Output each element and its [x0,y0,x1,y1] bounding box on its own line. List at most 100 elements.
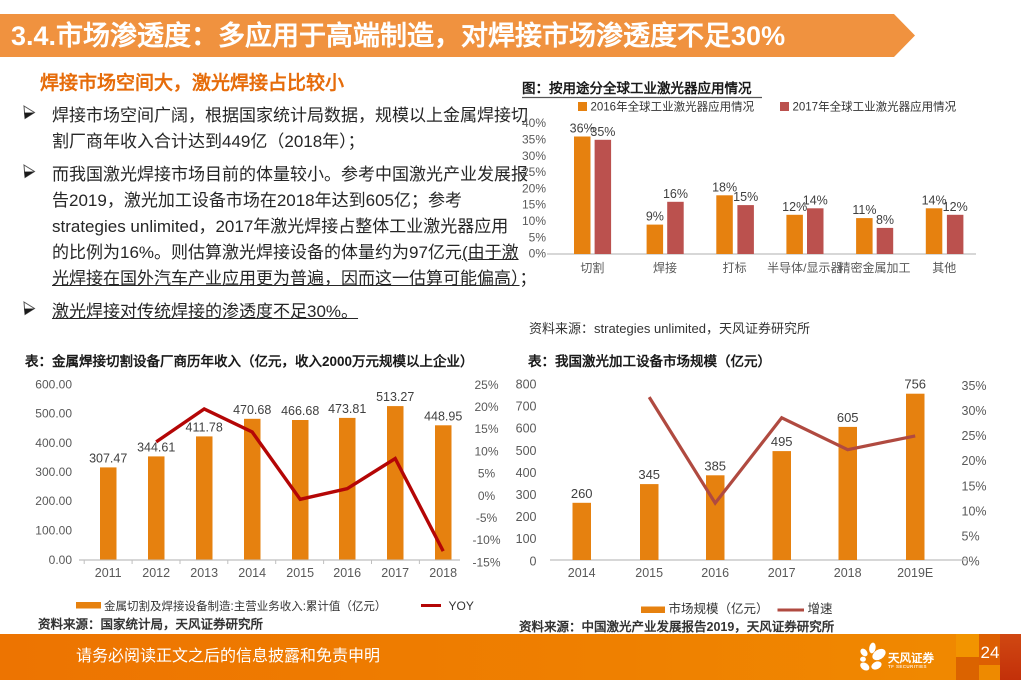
svg-text:打标: 打标 [723,261,747,275]
svg-text:0%: 0% [529,247,547,261]
svg-text:25%: 25% [522,165,546,179]
svg-text:8%: 8% [876,213,894,227]
svg-text:金属切割及焊接设备制造:主营业务收入:累计值（亿元）: 金属切割及焊接设备制造:主营业务收入:累计值（亿元） [104,599,386,613]
svg-text:300.00: 300.00 [35,465,72,479]
svg-text:300: 300 [516,488,537,502]
svg-text:9%: 9% [646,210,664,224]
svg-text:-5%: -5% [476,511,498,525]
svg-text:260: 260 [571,486,593,501]
svg-text:40%: 40% [522,116,546,130]
svg-text:2014: 2014 [568,566,596,580]
svg-text:资料来源：strategies unlimited，天风证: 资料来源：strategies unlimited，天风证券研究所 [529,321,810,336]
svg-text:10%: 10% [474,444,498,458]
svg-text:605: 605 [837,410,859,425]
svg-text:15%: 15% [522,198,546,212]
svg-text:200: 200 [516,510,537,524]
svg-text:15%: 15% [733,190,758,204]
svg-text:411.78: 411.78 [186,420,223,434]
svg-text:756: 756 [904,377,926,392]
svg-text:2016: 2016 [333,566,361,580]
svg-text:2019E: 2019E [897,566,933,580]
svg-text:图：按用途分全球工业激光器应用情况: 图：按用途分全球工业激光器应用情况 [522,80,752,96]
svg-text:473.81: 473.81 [328,402,366,416]
svg-text:2017: 2017 [768,566,796,580]
svg-text:800: 800 [516,378,537,392]
svg-text:2016: 2016 [701,566,729,580]
svg-text:500: 500 [516,444,537,458]
svg-text:14%: 14% [922,193,947,207]
svg-text:18%: 18% [712,180,737,194]
svg-text:15%: 15% [474,422,498,436]
svg-text:资料来源：国家统计局，天风证券研究所: 资料来源：国家统计局，天风证券研究所 [38,617,264,632]
svg-text:表：我国激光加工设备市场规模（亿元）: 表：我国激光加工设备市场规模（亿元） [528,353,771,369]
svg-text:30%: 30% [522,149,546,163]
svg-text:200.00: 200.00 [35,494,72,508]
svg-text:2016年全球工业激光器应用情况: 2016年全球工业激光器应用情况 [591,100,755,114]
svg-text:400: 400 [516,466,537,480]
svg-text:0%: 0% [962,555,980,569]
svg-text:表：金属焊接切割设备厂商历年收入（亿元，收入2000万元规模: 表：金属焊接切割设备厂商历年收入（亿元，收入2000万元规模以上企业） [25,353,474,369]
svg-text:20%: 20% [522,181,546,195]
svg-text:25%: 25% [474,378,498,392]
svg-text:500.00: 500.00 [35,407,72,421]
svg-text:307.47: 307.47 [89,451,127,465]
svg-text:513.27: 513.27 [376,390,414,404]
svg-text:35%: 35% [522,133,546,147]
svg-text:35%: 35% [962,379,987,393]
svg-text:12%: 12% [782,200,807,214]
svg-text:焊接: 焊接 [653,260,677,275]
svg-text:10%: 10% [962,504,987,518]
svg-text:切割: 切割 [580,260,604,275]
svg-text:16%: 16% [663,187,688,201]
svg-text:精密金属加工: 精密金属加工 [838,260,910,275]
svg-text:2018: 2018 [429,566,457,580]
svg-text:2017年全球工业激光器应用情况: 2017年全球工业激光器应用情况 [793,100,957,114]
svg-text:36%: 36% [570,122,595,136]
svg-text:10%: 10% [522,214,546,228]
svg-text:35%: 35% [590,125,615,139]
svg-text:2013: 2013 [190,566,218,580]
svg-text:0%: 0% [478,489,496,503]
svg-text:495: 495 [771,434,793,449]
svg-text:其他: 其他 [932,261,956,275]
svg-text:2015: 2015 [635,566,663,580]
svg-text:600: 600 [516,422,537,436]
svg-text:12%: 12% [943,200,968,214]
svg-text:半导体/显示器: 半导体/显示器 [767,261,842,275]
svg-text:2014: 2014 [238,566,266,580]
svg-text:5%: 5% [478,467,496,481]
svg-text:-10%: -10% [472,533,500,547]
svg-text:增速: 增速 [808,601,834,616]
svg-text:-15%: -15% [472,555,500,569]
svg-text:700: 700 [516,400,537,414]
svg-text:0: 0 [530,554,537,568]
svg-text:448.95: 448.95 [424,409,462,423]
svg-text:470.68: 470.68 [233,403,271,417]
svg-text:344.61: 344.61 [137,440,175,454]
svg-text:市场规模（亿元）: 市场规模（亿元） [669,601,769,616]
svg-text:2012: 2012 [142,566,170,580]
svg-text:30%: 30% [962,404,987,418]
svg-text:15%: 15% [962,479,987,493]
svg-text:25%: 25% [962,429,987,443]
svg-text:20%: 20% [474,400,498,414]
svg-text:20%: 20% [962,454,987,468]
svg-text:385: 385 [704,458,726,473]
svg-text:资料来源：中国激光产业发展报告2019，天风证券研究所: 资料来源：中国激光产业发展报告2019，天风证券研究所 [519,619,835,634]
svg-text:100.00: 100.00 [35,524,72,538]
svg-text:2015: 2015 [286,566,314,580]
svg-text:600.00: 600.00 [35,377,72,391]
svg-text:0.00: 0.00 [49,553,73,567]
svg-text:YOY: YOY [449,599,474,613]
svg-text:5%: 5% [962,530,980,544]
svg-text:2017: 2017 [381,566,409,580]
svg-text:400.00: 400.00 [35,436,72,450]
svg-text:2011: 2011 [95,566,122,580]
svg-text:2018: 2018 [834,566,862,580]
svg-text:14%: 14% [803,193,828,207]
svg-text:5%: 5% [529,230,547,244]
svg-text:100: 100 [516,532,537,546]
svg-text:11%: 11% [852,203,876,217]
svg-text:466.68: 466.68 [281,404,319,418]
svg-text:345: 345 [638,467,660,482]
